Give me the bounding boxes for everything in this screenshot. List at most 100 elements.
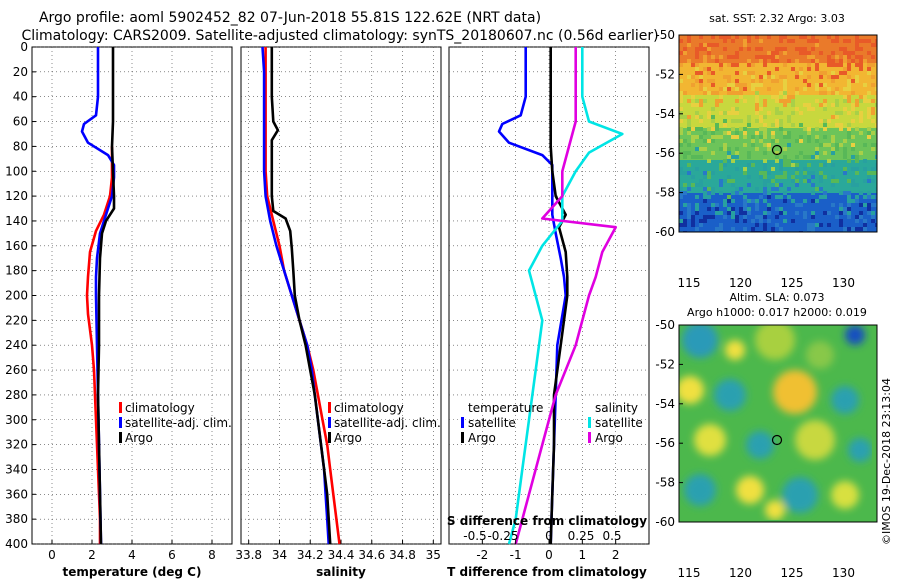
sst-pixel (731, 179, 735, 183)
sst-pixel (715, 99, 719, 103)
sst-pixel (815, 87, 819, 91)
sst-pixel (823, 71, 827, 75)
x-tick-label: 34.4 (328, 548, 355, 562)
s-tick-label: -0.25 (487, 529, 518, 543)
sst-pixel (851, 179, 855, 183)
y-tick-label: 100 (5, 164, 28, 178)
difference-series (497, 47, 624, 545)
sst-pixel (771, 179, 775, 183)
sst-pixel (691, 95, 695, 99)
sst-pixel (775, 183, 779, 187)
sla-blob (679, 376, 704, 404)
sst-pixel (875, 143, 877, 147)
sst-pixel (863, 219, 867, 223)
sst-pixel (803, 47, 807, 51)
sst-pixel (863, 195, 867, 199)
sst-pixel (807, 63, 811, 67)
sst-pixel (859, 119, 863, 123)
sst-pixel (695, 63, 699, 67)
sst-pixel (835, 35, 839, 39)
sst-pixel (823, 135, 827, 139)
sst-pixel (847, 95, 851, 99)
sst-pixel (703, 131, 707, 135)
y-tick-label: 300 (5, 413, 28, 427)
sst-pixel (855, 39, 859, 43)
sst-pixel (811, 171, 815, 175)
sla-blob (845, 325, 865, 345)
sst-pixel (727, 175, 731, 179)
sst-pixel (775, 59, 779, 63)
sst-pixel (759, 175, 763, 179)
sst-pixel (867, 51, 871, 55)
sst-pixel (695, 135, 699, 139)
sst-pixel (763, 151, 767, 155)
sst-pixel (843, 51, 847, 55)
sst-pixel (795, 183, 799, 187)
sst-pixel (679, 91, 683, 95)
sst-pixel (859, 55, 863, 59)
sst-pixel (743, 71, 747, 75)
salinity-legend: climatology satellite-adj. clim. Argo (328, 401, 441, 445)
sst-pixel (763, 143, 767, 147)
sst-pixel (807, 83, 811, 87)
lon-tick-label: 115 (678, 276, 701, 290)
sst-pixel (807, 51, 811, 55)
sst-pixel (703, 195, 707, 199)
sst-pixel (819, 103, 823, 107)
sst-pixel (807, 39, 811, 43)
sst-pixel (691, 75, 695, 79)
sst-pixel (863, 143, 867, 147)
sst-pixel (703, 171, 707, 175)
series-line-t-argo (549, 47, 569, 545)
sst-pixel (783, 135, 787, 139)
sst-pixel (799, 139, 803, 143)
sst-pixel (791, 163, 795, 167)
sst-pixel (827, 75, 831, 79)
x-tick-label: -1 (510, 548, 522, 562)
sst-pixel (871, 171, 875, 175)
sst-pixel (863, 203, 867, 207)
sst-pixel (739, 83, 743, 87)
y-tick-label: 160 (5, 239, 28, 253)
sla-blob (795, 420, 835, 460)
sst-pixel (767, 179, 771, 183)
sst-pixel (863, 99, 867, 103)
sst-pixel (791, 39, 795, 43)
sst-pixel (831, 115, 835, 119)
sst-map-title: sat. SST: 2.32 Argo: 3.03 (709, 12, 845, 25)
sst-pixel (791, 111, 795, 115)
sst-pixel (835, 103, 839, 107)
sst-pixel (759, 215, 763, 219)
sst-pixel (843, 99, 847, 103)
sst-pixel (735, 63, 739, 67)
sst-pixel (751, 199, 755, 203)
sst-pixel (783, 159, 787, 163)
sst-pixel (731, 135, 735, 139)
sst-pixel (699, 83, 703, 87)
lon-tick-label: 120 (729, 566, 752, 580)
sst-pixel (835, 123, 839, 127)
sst-pixel (679, 127, 683, 131)
sst-pixel (815, 151, 819, 155)
sst-pixel (779, 47, 783, 51)
sst-pixel (699, 87, 703, 91)
sst-pixel (751, 219, 755, 223)
sst-pixel (803, 87, 807, 91)
sst-pixel (847, 207, 851, 211)
sst-pixel (779, 119, 783, 123)
sst-pixel (751, 135, 755, 139)
sst-pixel (715, 227, 719, 231)
sst-pixel (747, 211, 751, 215)
sst-pixel (759, 195, 763, 199)
sst-pixel (727, 151, 731, 155)
sst-pixel (707, 191, 711, 195)
salinity-x-label: salinity (316, 565, 366, 579)
sst-pixel (787, 99, 791, 103)
sst-pixel (775, 123, 779, 127)
sst-pixel (875, 203, 877, 207)
x-tick-label: 0 (545, 548, 553, 562)
sst-pixel (843, 39, 847, 43)
sst-pixel (839, 207, 843, 211)
sst-pixel (803, 35, 807, 39)
sst-pixel-noise (679, 35, 877, 232)
